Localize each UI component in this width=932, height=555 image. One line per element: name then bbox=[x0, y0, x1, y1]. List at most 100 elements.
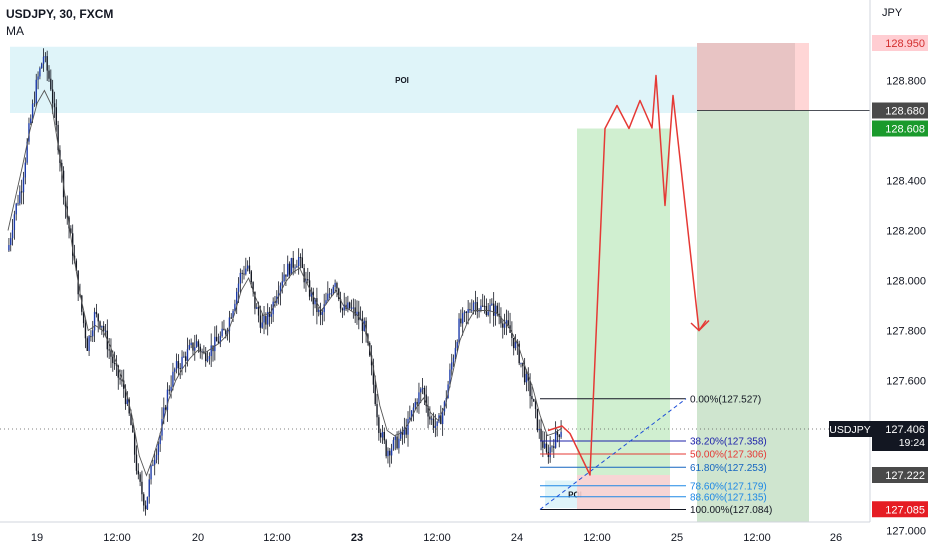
candle-body bbox=[307, 279, 309, 281]
candle-body bbox=[137, 470, 139, 475]
candle-body bbox=[505, 320, 508, 324]
fib-label: 78.60%(127.179) bbox=[690, 481, 767, 492]
candle-body bbox=[492, 303, 495, 316]
price-badge bbox=[872, 120, 928, 137]
candle-body bbox=[126, 399, 129, 405]
indicator-label[interactable]: MA bbox=[6, 24, 24, 38]
candle-body bbox=[294, 267, 296, 269]
candle-body bbox=[197, 341, 200, 347]
candle-body bbox=[186, 349, 189, 361]
candle-body bbox=[400, 431, 402, 439]
candle-body bbox=[17, 203, 19, 205]
candle-body bbox=[420, 388, 422, 393]
candle-body bbox=[376, 404, 378, 418]
price-tick-label: 127.600 bbox=[886, 376, 926, 388]
candle-body bbox=[502, 323, 504, 328]
candle-body bbox=[454, 347, 457, 358]
candle-body bbox=[184, 356, 187, 361]
candle-body bbox=[223, 328, 225, 331]
candle-body bbox=[336, 282, 338, 289]
candle-body bbox=[292, 258, 294, 268]
candle-body bbox=[416, 401, 418, 405]
candle-body bbox=[392, 439, 395, 449]
candle-body bbox=[75, 260, 78, 271]
candle-body bbox=[164, 407, 167, 410]
candle-body bbox=[143, 494, 145, 506]
current-symbol-badge bbox=[829, 421, 872, 437]
candle-body bbox=[354, 307, 356, 316]
long-position-loss bbox=[577, 475, 670, 510]
candle-body bbox=[72, 233, 74, 256]
candle-body bbox=[288, 263, 291, 275]
candle-body bbox=[128, 399, 130, 414]
price-tick-label: 128.000 bbox=[886, 276, 926, 288]
candle-body bbox=[525, 373, 528, 383]
candle-body bbox=[97, 314, 99, 322]
candle-body bbox=[328, 293, 331, 295]
price-badge-value: 127.085 bbox=[885, 504, 925, 516]
candle-body bbox=[405, 427, 407, 435]
candle-body bbox=[133, 432, 136, 455]
candle-body bbox=[261, 322, 263, 328]
candle-body bbox=[327, 293, 329, 301]
candle-body bbox=[425, 394, 427, 407]
candle-body bbox=[266, 311, 269, 325]
candle-body bbox=[314, 298, 316, 305]
short-position-loss bbox=[697, 43, 809, 111]
time-tick-label: 23 bbox=[351, 532, 363, 544]
candle-body bbox=[179, 367, 181, 369]
candle-body bbox=[356, 311, 358, 316]
candle-body bbox=[57, 124, 59, 151]
candle-body bbox=[279, 285, 282, 294]
candle-body bbox=[449, 369, 451, 385]
candle-body bbox=[210, 345, 212, 357]
candle-body bbox=[514, 342, 517, 349]
candle-body bbox=[431, 418, 433, 420]
currency-label: JPY bbox=[882, 7, 903, 19]
candle-body bbox=[190, 342, 192, 346]
time-tick-label: 12:00 bbox=[583, 532, 611, 544]
fib-label: 38.20%(127.358) bbox=[690, 437, 767, 448]
candle-body bbox=[451, 362, 453, 370]
candle-body bbox=[534, 401, 537, 409]
candle-body bbox=[93, 311, 96, 331]
candle-body bbox=[268, 311, 271, 317]
candle-body bbox=[394, 436, 396, 440]
short-position-loss-edge bbox=[795, 43, 809, 111]
candle-body bbox=[48, 70, 50, 79]
candle-body bbox=[102, 325, 105, 331]
time-tick-label: 19 bbox=[31, 532, 43, 544]
candle-body bbox=[383, 431, 386, 441]
candle-body bbox=[130, 413, 132, 426]
time-tick-label: 20 bbox=[192, 532, 204, 544]
candle-body bbox=[350, 307, 353, 309]
candle-body bbox=[26, 141, 28, 163]
fib-label: 100.00%(127.084) bbox=[690, 505, 772, 516]
candle-body bbox=[297, 257, 300, 266]
candle-body bbox=[365, 320, 367, 335]
candle-body bbox=[252, 282, 254, 292]
symbol-title[interactable]: USDJPY, 30, FXCM bbox=[6, 7, 114, 21]
candle-body bbox=[396, 436, 398, 449]
price-badge bbox=[872, 35, 928, 51]
candle-body bbox=[285, 274, 287, 277]
candle-body bbox=[42, 56, 45, 64]
time-tick-label: 26 bbox=[830, 532, 842, 544]
candle-body bbox=[554, 431, 557, 448]
candle-body bbox=[287, 263, 289, 277]
candle-body bbox=[15, 203, 17, 215]
candle-body bbox=[390, 448, 393, 456]
candle-body bbox=[418, 392, 420, 405]
candle-body bbox=[323, 304, 325, 313]
candle-body bbox=[410, 410, 413, 418]
candle-body bbox=[237, 283, 240, 292]
candle-body bbox=[90, 336, 92, 338]
candle-body bbox=[270, 314, 273, 317]
overlays-layer: 0.00%(127.527) 38.20%(127.358) 50.00%(127.… bbox=[0, 74, 870, 516]
candle-body bbox=[175, 361, 178, 370]
candle-body bbox=[500, 316, 502, 324]
candle-body bbox=[513, 337, 515, 349]
